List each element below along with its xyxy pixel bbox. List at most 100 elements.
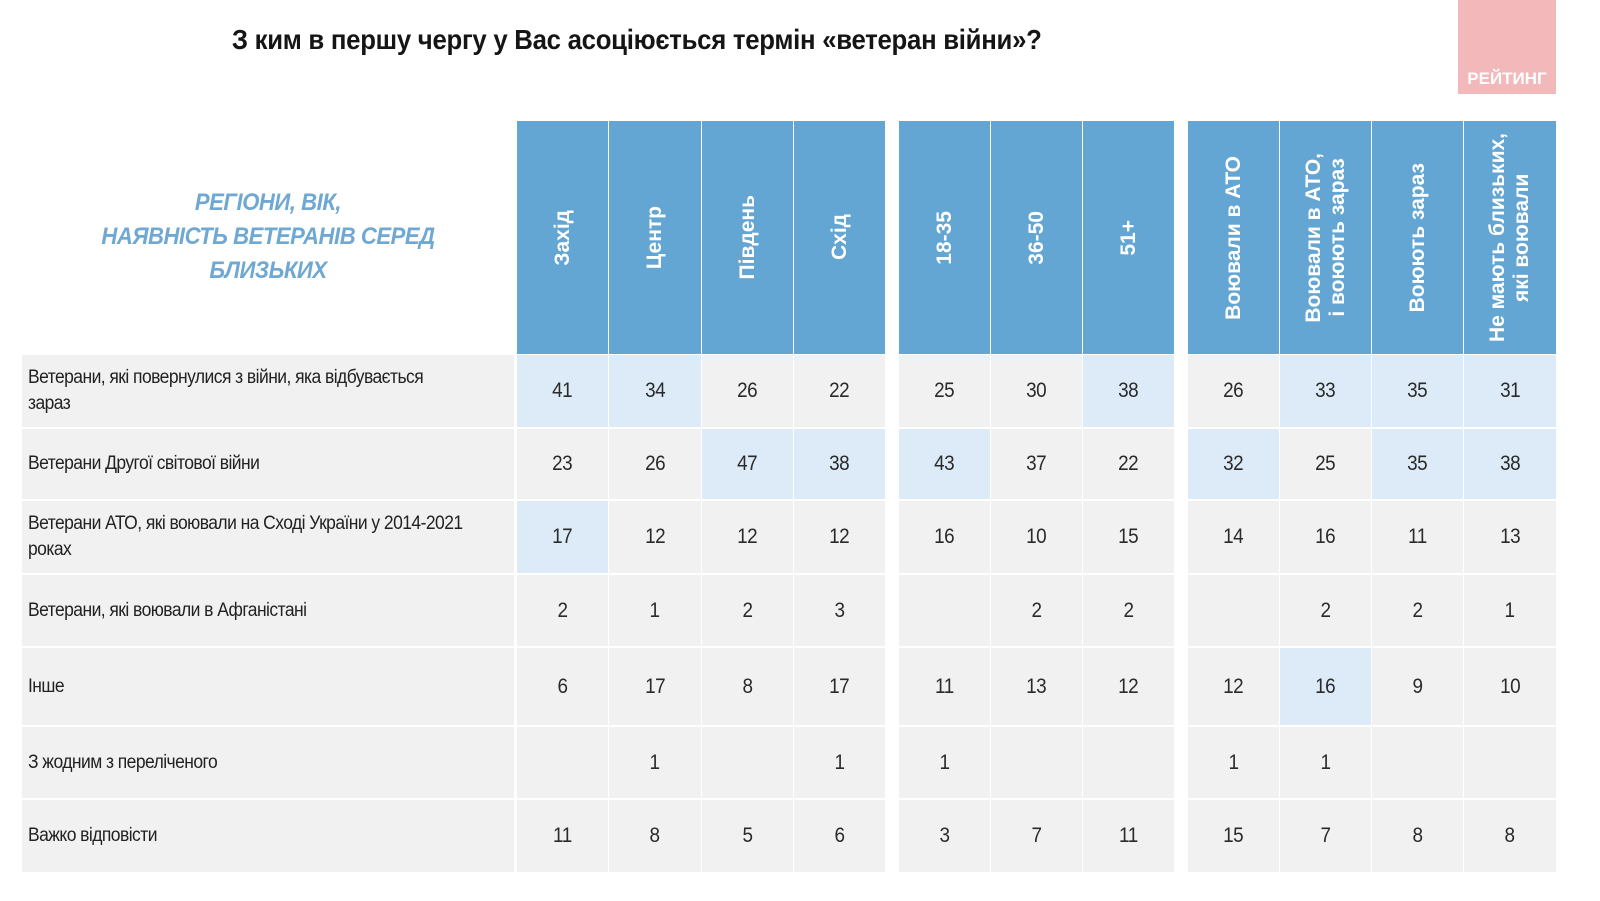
cell-value: 25 — [934, 379, 955, 402]
table-cell: 8 — [702, 648, 793, 725]
table-cell: 12 — [609, 501, 701, 573]
caption-line: БЛИЗЬКИХ — [209, 257, 327, 284]
table-cell: 2 — [702, 575, 793, 646]
table-cell: 2 — [1280, 575, 1371, 646]
column-header-veterans: Воювали в АТО, і воюють зараз — [1280, 121, 1371, 354]
table-cell: 8 — [1372, 800, 1463, 872]
cell-value: 2 — [742, 598, 753, 622]
row-label-text: Важко відповісти — [28, 825, 157, 846]
column-header-label: Південь — [735, 195, 759, 280]
cell-value: 16 — [1315, 525, 1336, 548]
table-cell: 12 — [794, 501, 885, 573]
page-title: З ким в першу чергу у Вас асоціюється те… — [231, 24, 1042, 55]
table-cell: 31 — [1464, 355, 1556, 427]
table-cell: 8 — [609, 800, 701, 872]
cell-value: 12 — [829, 525, 850, 548]
table-cell: 26 — [702, 355, 793, 427]
table-cell: 16 — [899, 501, 990, 573]
cell-value: 12 — [1118, 674, 1139, 698]
table-cell: 32 — [1188, 429, 1279, 499]
cell-value: 11 — [1408, 525, 1427, 548]
column-header-label: Воюють зараз — [1405, 162, 1429, 313]
table-cell: 33 — [1280, 355, 1371, 427]
table-cell: 2 — [991, 575, 1082, 646]
cell-value: 47 — [737, 452, 758, 475]
row-label: Важко відповісти — [22, 800, 514, 872]
row-label-text: Ветерани Другої світової війни — [28, 453, 260, 474]
table-cell: 1 — [1188, 727, 1279, 798]
logo-text: РЕЙТИНГ — [1467, 69, 1547, 88]
column-header-regions: Схід — [794, 121, 885, 354]
table-cell: 38 — [794, 429, 885, 499]
table-cell: 14 — [1188, 501, 1279, 573]
table-cell: 35 — [1372, 429, 1463, 499]
row-label: Ветерани, які воювали в Афганістані — [22, 575, 514, 646]
cell-value: 6 — [557, 674, 568, 698]
table-cell: 23 — [517, 429, 608, 499]
table-cell: 7 — [1280, 800, 1371, 872]
column-header-label: Воювали в АТО, і воюють зараз — [1301, 152, 1349, 323]
cell-value: 17 — [552, 525, 573, 548]
table-cell: 25 — [899, 355, 990, 427]
cell-value: 30 — [1026, 379, 1047, 402]
table-cell: 41 — [517, 355, 608, 427]
cell-value: 12 — [1223, 674, 1244, 698]
table-cell: 12 — [702, 501, 793, 573]
table-cell: 16 — [1280, 648, 1371, 725]
table-cell: 43 — [899, 429, 990, 499]
cell-value: 1 — [1228, 750, 1239, 774]
column-header-regions: Центр — [609, 121, 701, 354]
table-cell: 1 — [609, 575, 701, 646]
cell-value: 17 — [829, 674, 850, 698]
table-cell: 15 — [1188, 800, 1279, 872]
cell-value: 14 — [1223, 525, 1244, 548]
cell-value: 8 — [1412, 824, 1423, 847]
cell-value: 3 — [834, 598, 845, 622]
table-cell: 1 — [1464, 575, 1556, 646]
cell-value: 32 — [1223, 452, 1244, 475]
cell-value: 15 — [1118, 525, 1139, 548]
table-cell: 1 — [609, 727, 701, 798]
row-label: Ветерани, які повернулися з війни, яка в… — [22, 355, 514, 427]
cell-value: 22 — [1118, 452, 1139, 475]
cell-value: 16 — [934, 525, 955, 548]
column-header-age: 36-50 — [991, 121, 1082, 354]
cell-value: 8 — [742, 674, 753, 698]
table-cell: 47 — [702, 429, 793, 499]
cell-value: 11 — [553, 824, 572, 847]
table-cell: 15 — [1083, 501, 1174, 573]
cell-value: 41 — [552, 379, 573, 402]
table-cell: 17 — [517, 501, 608, 573]
cell-value: 13 — [1026, 674, 1047, 698]
table-cell: 17 — [794, 648, 885, 725]
table-cell: 13 — [1464, 501, 1556, 573]
cell-value: 34 — [644, 379, 666, 402]
cell-value: 26 — [1223, 379, 1244, 402]
column-header-label: Захід — [550, 209, 574, 266]
table-cell: 30 — [991, 355, 1082, 427]
cell-value: 22 — [829, 379, 850, 402]
cell-value: 35 — [1407, 452, 1428, 475]
table-cell: 34 — [609, 355, 701, 427]
cell-value: 38 — [1118, 379, 1139, 402]
column-header-veterans: Не мають близьких, які воювали — [1464, 121, 1556, 354]
table-cell: 1 — [899, 727, 990, 798]
table-cell: 38 — [1464, 429, 1556, 499]
column-header-label: Не мають близьких, які воювали — [1486, 132, 1533, 343]
cell-value: 2 — [557, 598, 568, 622]
column-header-label: 36-50 — [1024, 210, 1048, 265]
cell-value: 1 — [649, 598, 661, 622]
table-cell: 11 — [517, 800, 608, 872]
table-cell: 3 — [794, 575, 885, 646]
cell-value: 38 — [1499, 452, 1521, 475]
column-header-veterans: Воюють зараз — [1372, 121, 1463, 354]
cell-value: 26 — [737, 379, 758, 402]
cell-value: 1 — [834, 750, 845, 774]
table-cell: 11 — [1372, 501, 1463, 573]
cell-value: 2 — [1123, 598, 1134, 622]
cell-value: 6 — [834, 824, 845, 847]
table-cell: 6 — [517, 648, 608, 725]
table-cell: 16 — [1280, 501, 1371, 573]
table-cell — [991, 727, 1082, 798]
cell-value: 12 — [737, 525, 758, 548]
